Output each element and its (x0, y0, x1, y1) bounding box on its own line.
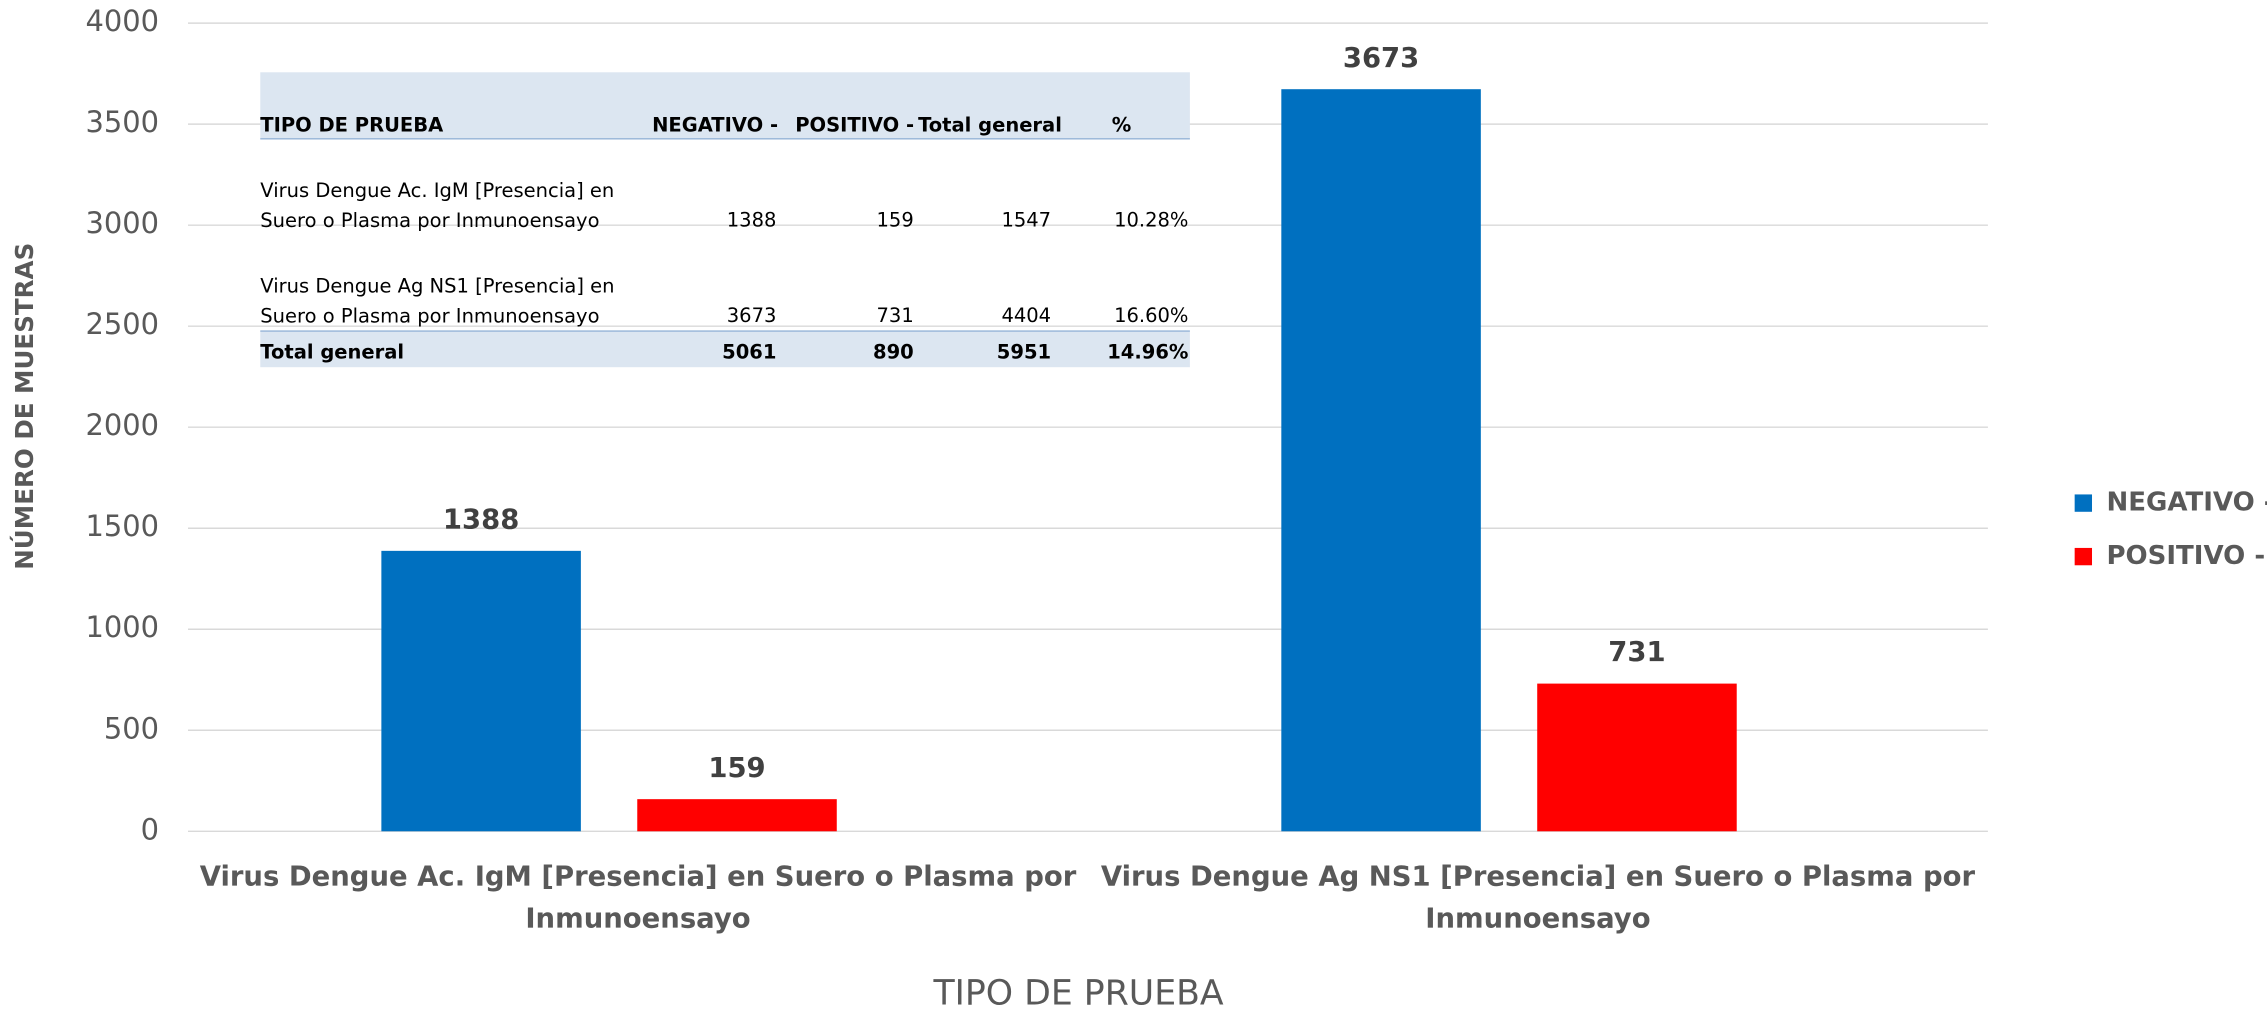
table-cell: 16.60% (1114, 304, 1188, 327)
bar (1537, 683, 1737, 832)
legend-swatch (2074, 494, 2093, 512)
bar (637, 799, 837, 832)
table-total-bg (260, 331, 1190, 368)
y-tick-label: 3000 (86, 206, 160, 240)
table-cell: 1388 (727, 209, 777, 232)
table-cell: 3673 (727, 304, 777, 327)
table-cell: 159 (877, 209, 914, 232)
value-label: 159 (708, 753, 765, 784)
table-cell: 731 (877, 304, 914, 327)
y-tick-label: 500 (104, 711, 159, 745)
table-total: 5951 (997, 340, 1051, 363)
table-total: 890 (873, 340, 914, 363)
table-cell: 1547 (1001, 209, 1051, 232)
table-header: NEGATIVO - (652, 113, 778, 136)
y-tick-label: 2000 (86, 408, 160, 442)
table-header: POSITIVO - (795, 113, 914, 136)
value-label: 1388 (443, 504, 519, 535)
table-total: Total general (260, 340, 404, 363)
table-cell: Virus Dengue Ac. IgM [Presencia] en Suero… (260, 178, 614, 231)
y-tick-label: 1500 (86, 509, 160, 543)
table-header: TIPO DE PRUEBA (260, 113, 443, 136)
y-tick-label: 0 (141, 812, 159, 846)
table-header-bg (260, 72, 1190, 139)
value-label: 731 (1608, 637, 1665, 668)
bar (381, 550, 581, 832)
x-axis-title: TIPO DE PRUEBA (932, 974, 1223, 1012)
y-tick-label: 4000 (86, 4, 160, 38)
value-label: 3673 (1343, 43, 1419, 74)
y-tick-label: 1000 (86, 610, 160, 644)
x-tick-label: Virus Dengue Ag NS1 [Presencia] en Suero… (1101, 862, 1976, 935)
legend-label: NEGATIVO - (2106, 488, 2267, 518)
y-axis-title: NÚMERO DE MUESTRAS (9, 243, 39, 570)
table-total: 5061 (722, 340, 776, 363)
y-tick-label: 2500 (86, 307, 160, 341)
table-total: 14.96% (1107, 340, 1188, 363)
legend-swatch (2074, 547, 2093, 566)
bar (1281, 89, 1481, 832)
table-header: Total general (918, 113, 1062, 136)
table-header: % (1112, 113, 1132, 136)
y-tick-label: 3500 (86, 105, 160, 139)
legend-label: POSITIVO - (2106, 541, 2265, 571)
table-cell: Virus Dengue Ag NS1 [Presencia] en Suero … (260, 274, 614, 327)
table-cell: 10.28% (1114, 209, 1188, 232)
table-cell: 4404 (1001, 304, 1051, 327)
x-tick-label: Virus Dengue Ac. IgM [Presencia] en Suer… (200, 862, 1077, 935)
